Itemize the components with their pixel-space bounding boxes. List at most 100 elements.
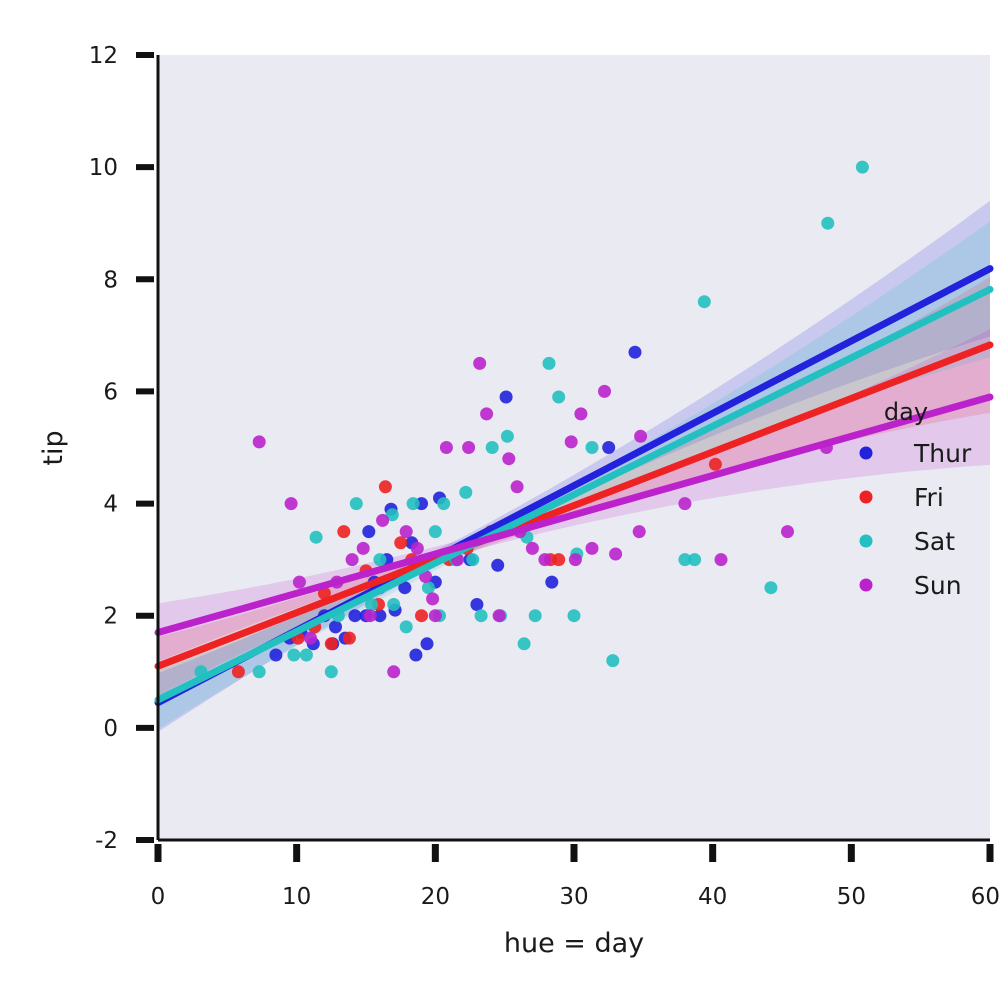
legend-title: day <box>884 398 928 426</box>
x-tick-label: 30 <box>559 884 588 910</box>
data-point-sat <box>299 648 313 662</box>
data-point-sun <box>252 435 266 449</box>
data-point-sun <box>480 407 494 421</box>
data-point-thur <box>329 620 342 634</box>
legend-label-fri: Fri <box>914 483 944 512</box>
data-point-sun <box>292 575 306 589</box>
data-point-sat <box>542 356 556 370</box>
ci-band-sun <box>158 329 990 662</box>
regression-line-sat <box>154 285 994 704</box>
data-point-sun <box>284 497 298 511</box>
data-point-sun <box>439 441 453 454</box>
x-ticks: 0 10 20 30 40 50 60 <box>151 844 1000 910</box>
data-point-sat <box>387 598 401 611</box>
data-point-sun <box>428 609 442 623</box>
data-point-sun <box>632 525 646 539</box>
data-point-sun <box>387 665 401 679</box>
data-point-sat <box>606 654 620 668</box>
data-point-thur <box>420 637 434 651</box>
data-point-sun <box>781 525 794 539</box>
data-point-sun <box>376 513 390 527</box>
data-point-sun <box>345 553 359 567</box>
data-point-sat <box>517 637 531 651</box>
data-point-sun <box>304 631 317 645</box>
data-point-thur <box>398 581 412 595</box>
data-point-sun <box>363 609 377 623</box>
data-point-sat <box>474 609 488 623</box>
x-tick-label: 0 <box>151 884 166 910</box>
data-point-sat <box>485 441 499 454</box>
data-point-sat <box>437 497 451 511</box>
legend-marker-sun <box>859 578 873 592</box>
data-point-sat <box>309 530 323 544</box>
axes <box>156 55 990 842</box>
x-tick-label: 40 <box>698 884 727 910</box>
x-axis-label: hue = day <box>504 928 644 959</box>
data-point-thur <box>545 575 559 589</box>
data-point-sun <box>426 592 440 606</box>
data-point-sat <box>466 553 480 567</box>
data-point-fri <box>317 586 331 600</box>
data-point-sat <box>459 485 473 499</box>
data-point-sat <box>252 665 266 679</box>
data-point-fri <box>708 457 722 471</box>
y-tick-label: 12 <box>89 43 118 69</box>
data-point-fri <box>342 631 356 645</box>
data-point-sun <box>399 525 413 539</box>
data-point-thur <box>470 598 484 611</box>
data-point-sat <box>373 553 387 567</box>
data-point-sat <box>821 216 835 230</box>
x-tick-label: 50 <box>837 884 866 910</box>
data-point-sat <box>349 497 363 511</box>
data-point-sun <box>510 480 524 494</box>
data-point-sat <box>567 609 581 623</box>
data-point-sun <box>356 541 370 555</box>
data-point-thur <box>409 648 423 662</box>
data-point-thur <box>499 390 513 404</box>
data-point-fri <box>394 536 408 550</box>
data-point-sun <box>525 541 539 555</box>
legend-label-thur: Thur <box>913 439 972 468</box>
data-point-sun <box>462 441 476 454</box>
data-point-sat <box>688 553 702 567</box>
data-point-sat <box>324 665 338 679</box>
data-point-sat <box>365 598 378 611</box>
data-point-sat <box>528 609 542 623</box>
data-point-sun <box>574 407 588 421</box>
y-tick-label: 4 <box>103 492 118 518</box>
regression-lines <box>154 265 994 707</box>
data-point-sun <box>609 547 623 561</box>
data-point-sun <box>568 553 582 567</box>
x-tick-label: 10 <box>282 884 311 910</box>
data-point-sat <box>421 581 435 595</box>
data-point-thur <box>348 609 362 623</box>
legend: day Thur Fri Sat Sun <box>859 398 972 600</box>
data-point-sun <box>714 553 728 567</box>
data-point-sun <box>538 553 552 567</box>
data-point-sun <box>502 452 516 466</box>
data-point-fri <box>415 609 428 623</box>
y-tick-label: 2 <box>103 604 118 630</box>
x-tick-label: 20 <box>421 884 450 910</box>
data-point-sun <box>634 429 648 443</box>
regression-line-fri <box>154 341 994 670</box>
x-tick-label: 60 <box>971 884 1000 910</box>
data-point-thur <box>373 609 387 623</box>
data-point-sat <box>855 160 869 174</box>
data-point-thur <box>362 525 376 539</box>
legend-label-sun: Sun <box>914 571 962 600</box>
y-tick-label: 8 <box>103 267 118 293</box>
legend-marker-sat <box>859 534 873 548</box>
data-point-sun <box>473 356 487 370</box>
data-point-sat <box>678 553 692 567</box>
y-tick-label: -2 <box>95 828 118 854</box>
regression-line-sun <box>154 393 994 637</box>
data-point-thur <box>628 345 642 359</box>
data-point-sat <box>428 525 442 539</box>
data-point-sat <box>552 390 566 404</box>
data-point-fri <box>324 637 338 651</box>
data-point-sun <box>492 609 506 623</box>
data-point-sun <box>410 541 424 555</box>
legend-marker-thur <box>859 446 873 460</box>
